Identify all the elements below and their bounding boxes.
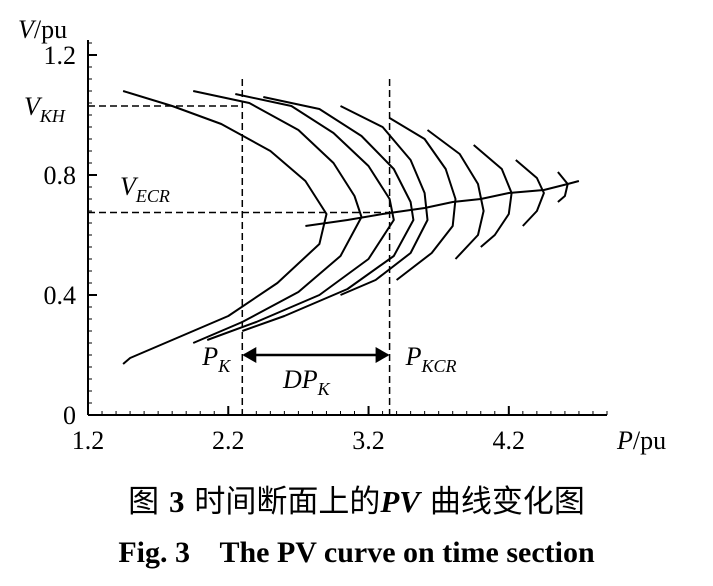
x-tick-label: 1.2 [72, 426, 105, 455]
dp-k-arrow [242, 347, 390, 363]
x-tick-label: 3.2 [352, 426, 385, 455]
pv-curve [389, 117, 457, 281]
pv-curve [241, 96, 415, 332]
pv-curve [515, 159, 545, 227]
x-tick-label: 4.2 [493, 426, 526, 455]
v-ecr-label: VECR [120, 172, 170, 206]
p-k-label: PK [201, 342, 231, 376]
pv-curve [122, 90, 328, 365]
pv-curve [206, 93, 395, 341]
axes: 1.2 2.2 3.2 4.2 0 0.4 0.8 1.2 [44, 40, 608, 455]
critical-point-locus [305, 180, 580, 227]
caption-english: Fig. 3 The PV curve on time section [118, 536, 595, 569]
y-tick-label: 0.4 [44, 281, 77, 310]
annotation-labels: VKH VECR PK PKCR DPK [24, 92, 456, 399]
y-axis-title: V/pu [18, 15, 67, 44]
dp-k-label: DPK [282, 365, 331, 399]
pv-curve [340, 105, 429, 296]
arrow-head-left [242, 347, 257, 363]
y-ticks: 0 0.4 0.8 1.2 [44, 41, 97, 430]
y-tick-label: 1.2 [44, 41, 77, 70]
caption-chinese: 图 3 时间断面上的PV 曲线变化图 [128, 484, 585, 520]
x-axis-title: P/pu [616, 426, 666, 455]
pv-curve [557, 171, 569, 203]
p-kcr-label: PKCR [405, 342, 457, 376]
y-tick-label: 0 [63, 401, 76, 430]
x-tick-label: 2.2 [212, 426, 245, 455]
pv-curve [473, 144, 513, 248]
pv-curve [426, 129, 485, 260]
x-ticks: 1.2 2.2 3.2 4.2 [72, 406, 525, 455]
arrow-head-right [375, 347, 390, 363]
pv-chart: 1.2 2.2 3.2 4.2 0 0.4 0.8 1.2 V/pu P/pu VKH VEC… [18, 15, 666, 455]
pv-curve [192, 90, 363, 344]
pv-curves [122, 90, 569, 365]
v-kh-label: VKH [24, 92, 66, 126]
minor-ticks [87, 42, 608, 416]
y-tick-label: 0.8 [44, 161, 77, 190]
